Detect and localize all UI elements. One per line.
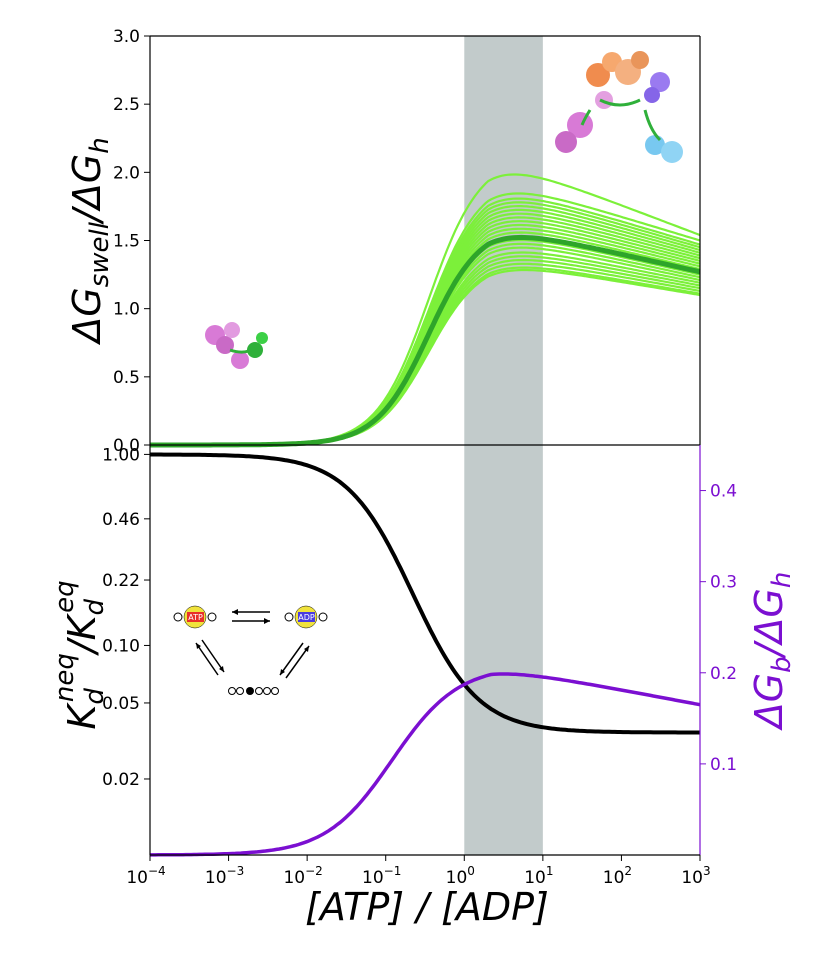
xtick-label-6: 102 (603, 864, 632, 888)
xtick-label-0: 10−4 (126, 864, 165, 888)
top-ytick-label-3: 1.5 (113, 232, 140, 252)
kd-ratio-curve (150, 452, 700, 735)
left-ytick-label-4: 0.05 (102, 694, 140, 714)
left-ytick-label-0: 1.00 (102, 445, 140, 465)
bottom-panel: 1.00 0.46 0.22 0.10 0.05 0.02 0.1 0.2 0.3 0.4 10… (50, 444, 797, 929)
top-y-ticks: 0.0 0.5 1.0 1.5 2.0 2.5 3.0 (113, 27, 150, 456)
bottom-right-y-label: ΔGb/ΔGh (747, 572, 797, 732)
right-ytick-label-2: 0.3 (710, 573, 737, 593)
x-axis-label: [ATP] / [ADP] (305, 885, 549, 929)
left-ytick-label-2: 0.22 (102, 571, 140, 591)
protein-large-illustration (555, 51, 683, 163)
atp-state-label: ATP (188, 613, 203, 622)
top-ytick-label-0: 0.0 (113, 436, 140, 456)
top-ensemble-curves (150, 173, 701, 447)
xtick-label-4: 100 (446, 864, 475, 888)
top-ytick-label-6: 3.0 (113, 27, 140, 47)
dgb-curve (150, 672, 701, 857)
x-ticks: 10−4 10−3 10−2 10−1 100 101 102 103 (126, 855, 711, 888)
top-ytick-label-1: 0.5 (113, 368, 140, 388)
adp-state-label: ADP (298, 613, 315, 622)
top-ytick-label-4: 2.0 (113, 163, 140, 183)
xtick-label-5: 101 (524, 864, 553, 888)
left-ytick-label-5: 0.02 (102, 770, 140, 790)
ensemble-curve-19 (150, 262, 701, 447)
ensemble-curve-18 (150, 258, 701, 447)
right-ytick-label-3: 0.4 (710, 482, 737, 502)
xtick-label-1: 10−3 (205, 864, 244, 888)
bottom-left-y-label: Kdneq/Kdeq (50, 580, 110, 729)
bottom-left-y-ticks: 1.00 0.46 0.22 0.10 0.05 0.02 (102, 445, 150, 790)
top-ytick-label-2: 1.0 (113, 300, 140, 320)
top-ytick-label-5: 2.5 (113, 95, 140, 115)
xtick-label-2: 10−2 (283, 864, 322, 888)
left-ytick-label-1: 0.46 (102, 510, 140, 530)
xtick-label-7: 103 (681, 864, 710, 888)
left-ytick-label-3: 0.10 (102, 636, 140, 656)
right-ytick-label-1: 0.2 (710, 664, 737, 684)
top-y-label: ΔGswell/ΔGh (65, 137, 115, 345)
cycle-inset-diagram: ATP ADP (173, 605, 328, 695)
bottom-right-y-ticks: 0.1 0.2 0.3 0.4 (700, 482, 737, 775)
bottom-shaded-region (464, 445, 543, 855)
top-panel: 0.0 0.5 1.0 1.5 2.0 2.5 3.0 (65, 27, 701, 456)
right-ytick-label-0: 0.1 (710, 755, 737, 775)
protein-small-illustration (205, 322, 268, 369)
xtick-label-3: 10−1 (362, 864, 401, 888)
